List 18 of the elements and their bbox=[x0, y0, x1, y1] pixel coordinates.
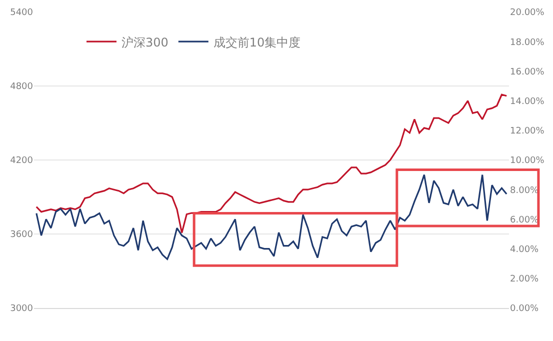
legend-label: 沪深300 bbox=[122, 35, 168, 50]
y2-tick-label: 20.00% bbox=[510, 8, 545, 18]
y-tick-label: 3600 bbox=[10, 230, 34, 240]
y-tick-label: 5400 bbox=[10, 8, 34, 18]
y2-tick-label: 12.00% bbox=[510, 126, 545, 137]
y2-tick-label: 14.00% bbox=[510, 96, 545, 107]
y-tick-label: 3000 bbox=[10, 304, 34, 314]
line-series bbox=[36, 174, 508, 260]
y-tick-label: 4800 bbox=[10, 82, 34, 92]
y2-tick-label: 16.00% bbox=[510, 67, 545, 78]
y2-tick-label: 10.00% bbox=[510, 156, 545, 166]
y2-tick-label: 4.00% bbox=[510, 244, 540, 255]
y2-tick-label: 18.00% bbox=[510, 38, 545, 48]
y2-tick-label: 2.00% bbox=[510, 274, 540, 285]
legend-label: 成交前10集中度 bbox=[213, 35, 301, 50]
y2-tick-label: 0.00% bbox=[510, 304, 540, 314]
y-tick-label: 4200 bbox=[10, 156, 34, 166]
line-series bbox=[36, 94, 508, 234]
